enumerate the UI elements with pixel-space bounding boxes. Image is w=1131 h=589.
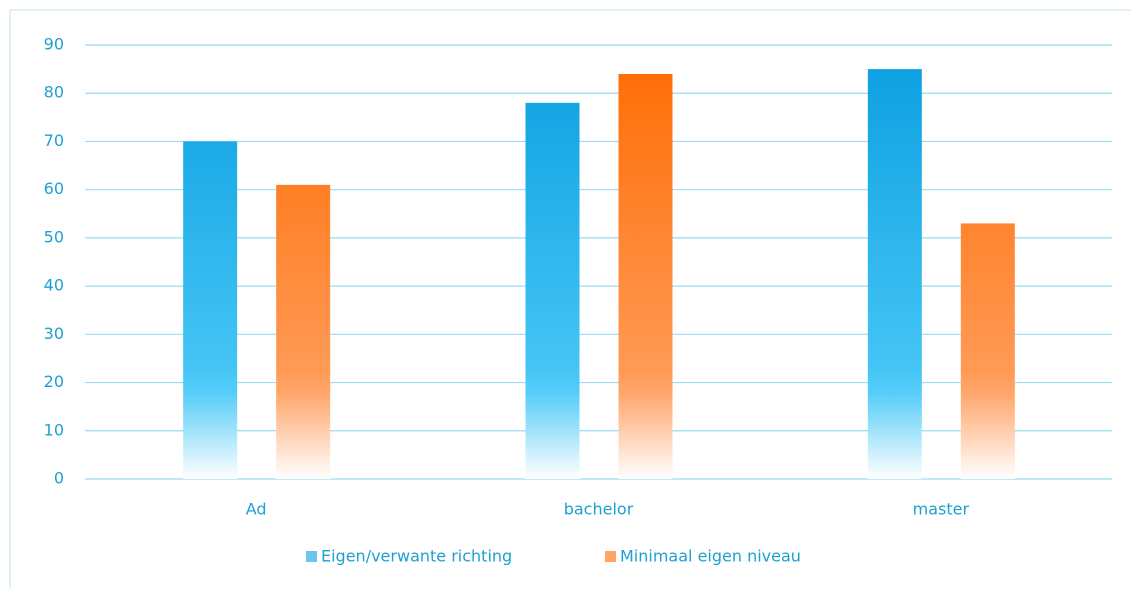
bar <box>960 223 1015 479</box>
x-tick-label: bachelor <box>564 500 634 519</box>
y-tick-label: 0 <box>54 469 64 488</box>
y-tick-label: 50 <box>44 227 64 246</box>
y-tick-label: 30 <box>44 324 64 343</box>
x-tick-label: Ad <box>246 500 267 519</box>
legend-label: Minimaal eigen niveau <box>620 547 801 566</box>
bar <box>867 69 922 479</box>
y-tick-label: 70 <box>44 131 64 150</box>
legend-swatch-base <box>306 551 317 562</box>
x-tick-label: master <box>913 500 970 519</box>
legend-label: Eigen/verwante richting <box>321 547 512 566</box>
bar <box>618 73 673 479</box>
y-tick-label: 90 <box>44 35 64 54</box>
bar <box>525 102 580 479</box>
legend-swatch-base <box>605 551 616 562</box>
y-tick-label: 10 <box>44 420 64 439</box>
y-tick-label: 20 <box>44 372 64 391</box>
y-tick-label: 40 <box>44 276 64 295</box>
bar <box>183 141 238 479</box>
bar <box>276 184 331 479</box>
y-tick-label: 80 <box>44 83 64 102</box>
y-tick-label: 60 <box>44 179 64 198</box>
